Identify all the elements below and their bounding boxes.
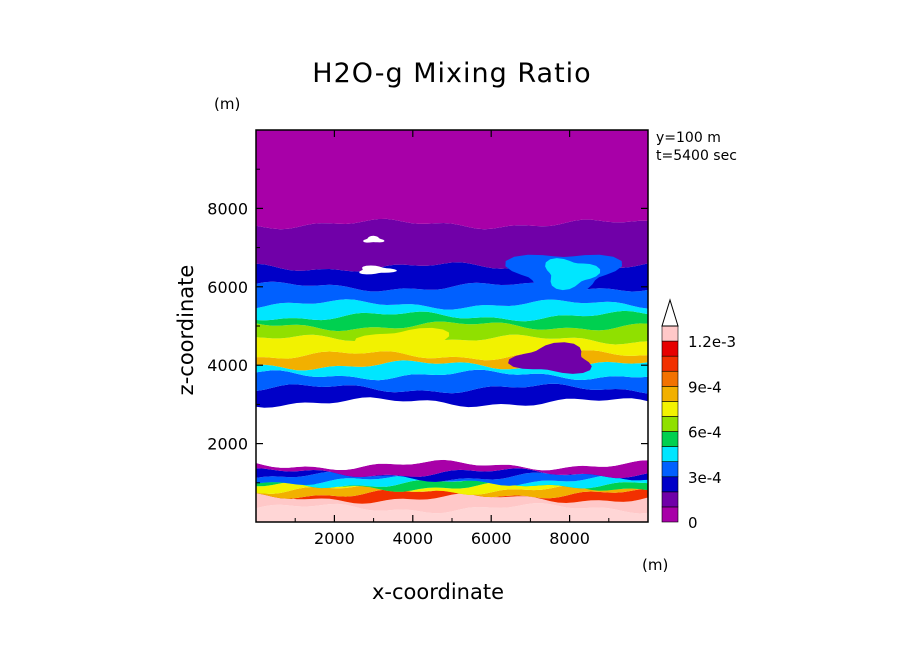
- x-tick-label-0: 2000: [314, 529, 355, 548]
- colorbar-swatch-12: [661, 325, 679, 342]
- contour-band-18: [256, 299, 648, 322]
- contour-band-2: [256, 488, 648, 504]
- contour-patch-3: [363, 235, 385, 243]
- colorbar-swatch-3: [661, 461, 679, 478]
- contour-patch-5: [354, 327, 450, 357]
- colorbar-tick-label-2: 6e-4: [688, 424, 722, 442]
- annotation-position: y=100 m: [656, 130, 721, 146]
- contour-band-0: [256, 503, 648, 522]
- contour-band-9: [256, 459, 648, 479]
- colorbar-tick-label-0: 0: [688, 514, 698, 532]
- colorbar-swatch-0: [661, 506, 679, 523]
- x-axis-unit: (m): [642, 556, 669, 574]
- contour-band-8: [256, 468, 648, 482]
- colorbar-swatch-6: [661, 416, 679, 432]
- x-tick-label-2: 6000: [471, 529, 512, 548]
- colorbar-swatch-1: [661, 491, 679, 508]
- x-tick-label-3: 8000: [549, 529, 590, 548]
- x-axis-label: x-coordinate: [372, 580, 505, 604]
- colorbar-swatch-4: [661, 446, 679, 462]
- colorbar-swatch-8: [661, 386, 679, 402]
- contour-patch-4: [508, 342, 592, 374]
- chart-title: H2O-g Mixing Ratio: [312, 58, 592, 89]
- y-tick-label-2: 6000: [207, 278, 248, 297]
- contour-patch-1: [545, 258, 601, 291]
- contour-band-22: [256, 130, 648, 230]
- y-axis-unit: (m): [214, 95, 241, 113]
- contour-band-6: [256, 475, 648, 489]
- colorbar-extend-arrow: [661, 298, 679, 327]
- colorbar-tick-label-1: 3e-4: [688, 469, 722, 487]
- colorbar-swatch-11: [661, 340, 679, 357]
- contour-band-17: [256, 310, 648, 332]
- y-tick-label-0: 2000: [207, 435, 248, 454]
- colorbar-tick-label-4: 1.2e-3: [688, 333, 736, 351]
- colorbar-swatch-5: [661, 431, 679, 447]
- colorbar-swatch-2: [661, 476, 679, 493]
- contour-patch-2: [359, 265, 397, 275]
- contour-band-11: [256, 383, 648, 408]
- y-tick-label-3: 8000: [207, 199, 248, 218]
- x-tick-label-1: 4000: [392, 529, 433, 548]
- contour-band-1: [256, 493, 648, 514]
- colorbar-swatch-7: [661, 401, 679, 417]
- colorbar-swatch-10: [661, 355, 679, 372]
- y-tick-label-1: 4000: [207, 356, 248, 375]
- contour-band-16: [256, 321, 648, 345]
- colorbar-tick-label-3: 9e-4: [688, 378, 722, 396]
- contour-band-5: [256, 479, 648, 492]
- contour-band-12: [256, 369, 648, 394]
- colorbar-swatch-9: [661, 370, 679, 387]
- contour-band-10: [256, 397, 648, 471]
- annotation-time: t=5400 sec: [656, 148, 737, 164]
- contour-band-13: [256, 360, 648, 381]
